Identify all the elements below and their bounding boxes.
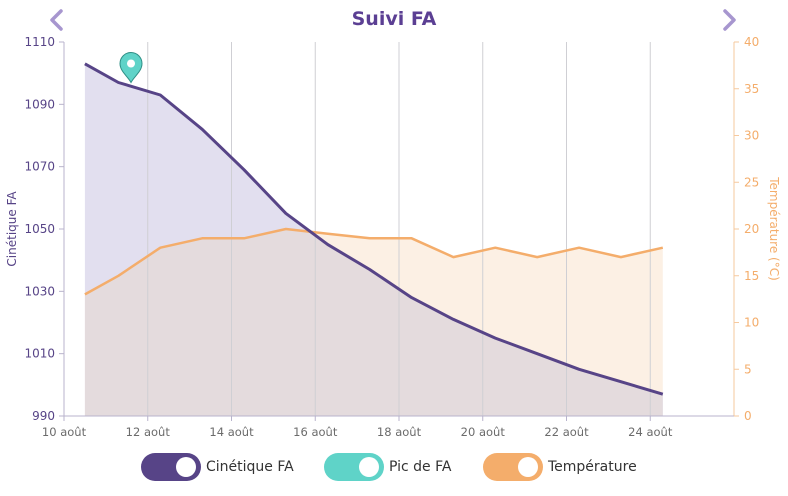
y-right-tick-label: 30 — [744, 129, 759, 143]
legend-item-cinetique-fa[interactable]: Cinétique FA — [141, 452, 294, 482]
previous-button[interactable] — [45, 8, 69, 32]
y-left-tick-label: 990 — [32, 409, 55, 423]
cinetique-fa-line — [84, 62, 664, 396]
map-pin-dot — [127, 59, 135, 68]
legend-label: Pic de FA — [389, 459, 452, 475]
legend-item-temperature[interactable]: Température — [483, 452, 637, 482]
y-right-tick-label: 20 — [744, 222, 759, 236]
legend-label: Température — [548, 459, 637, 475]
y-right-tick-label: 10 — [744, 316, 759, 330]
x-tick-label: 12 août — [126, 425, 171, 439]
chevron-right-icon — [723, 9, 736, 31]
x-tick-label: 10 août — [42, 425, 87, 439]
map-pin-icon — [119, 52, 143, 84]
y-right-tick-label: 5 — [744, 362, 752, 376]
x-tick-label: 16 août — [293, 425, 338, 439]
temperature-line — [84, 227, 664, 296]
legend: Cinétique FA Pic de FA Température — [0, 452, 788, 482]
x-tick-label: 24 août — [628, 425, 673, 439]
pic-de-fa-marker — [119, 52, 143, 84]
legend-item-pic-de-fa[interactable]: Pic de FA — [324, 452, 451, 482]
y-left-tick-label: 1050 — [24, 222, 55, 236]
x-tick-label: 14 août — [209, 425, 254, 439]
y-left-axis-title: Cinétique FA — [5, 191, 19, 267]
pic-de-fa-toggle[interactable] — [324, 453, 384, 481]
y-left-tick-label: 1110 — [24, 35, 55, 49]
x-tick-label: 20 août — [461, 425, 506, 439]
y-left-tick-label: 1010 — [24, 347, 55, 361]
cinetique-fa-toggle[interactable] — [141, 453, 201, 481]
chevron-left-icon — [50, 9, 63, 31]
x-tick-label: 18 août — [377, 425, 422, 439]
y-right-axis-title: Température (°C) — [767, 176, 781, 281]
y-right-tick-label: 35 — [744, 82, 759, 96]
page-title: Suivi FA — [351, 8, 437, 30]
legend-label: Cinétique FA — [206, 459, 294, 475]
y-left-tick-label: 1030 — [24, 284, 55, 298]
y-right-tick-label: 40 — [744, 35, 759, 49]
next-button[interactable] — [717, 8, 741, 32]
y-right-tick-label: 15 — [744, 269, 759, 283]
overlap-area — [84, 229, 663, 416]
y-right-tick-label: 25 — [744, 175, 759, 189]
temperature-toggle[interactable] — [483, 453, 543, 481]
y-left-tick-label: 1070 — [24, 160, 55, 174]
y-right-tick-label: 0 — [744, 409, 752, 423]
fa-chart: 990 1010 1030 1050 1070 1090 1110 0 5 10 15 20 25 30 3… — [5, 35, 781, 439]
x-tick-label: 22 août — [544, 425, 589, 439]
y-left-tick-label: 1090 — [24, 97, 55, 111]
